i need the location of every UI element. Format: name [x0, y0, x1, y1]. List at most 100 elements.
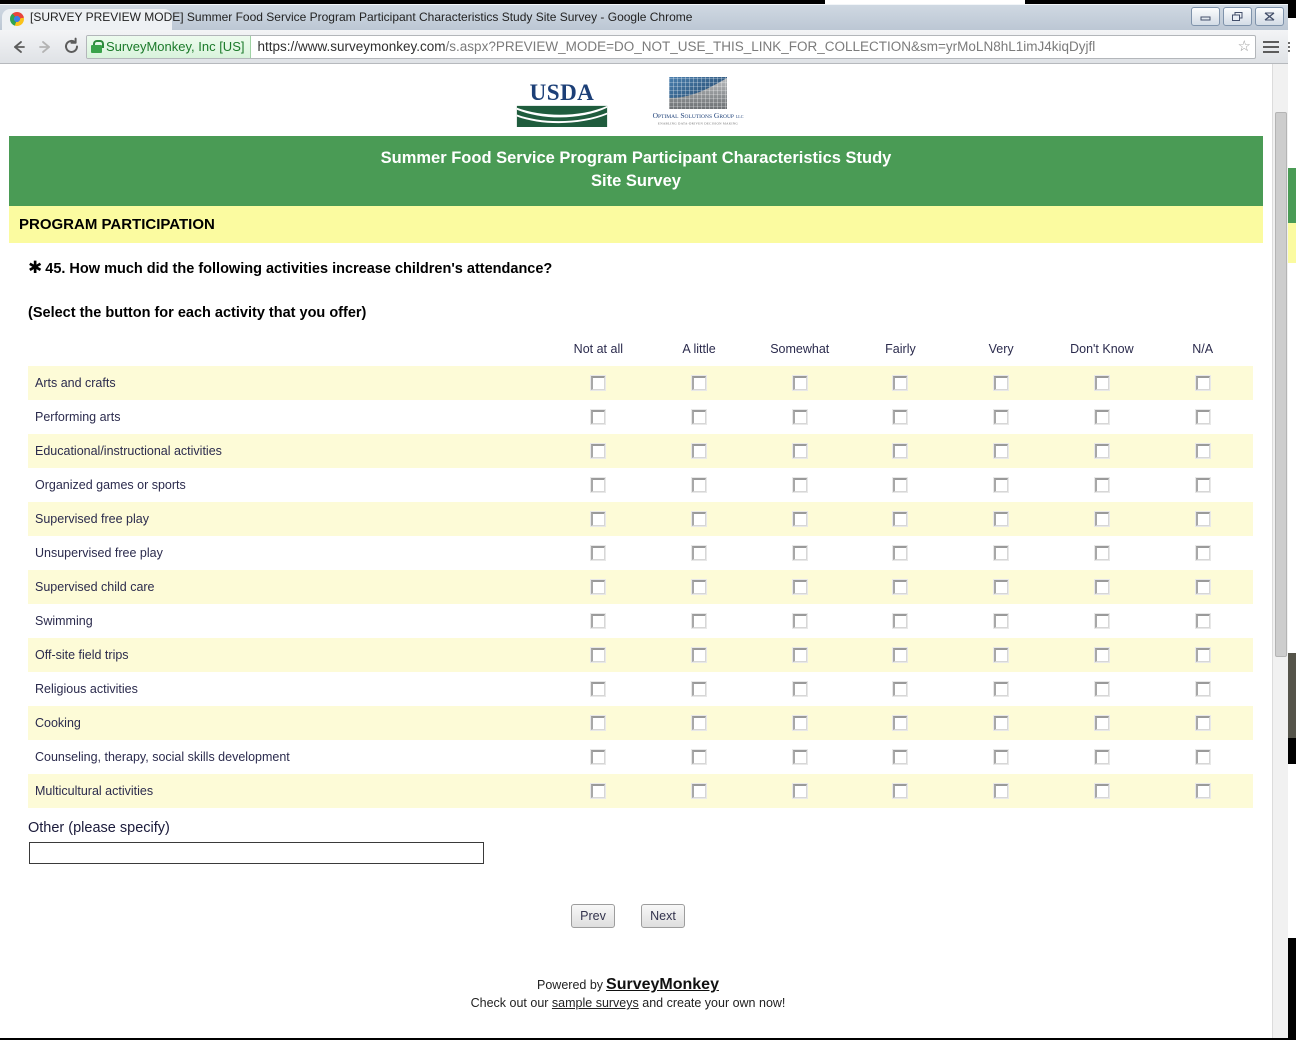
matrix-cell[interactable] — [1152, 774, 1253, 808]
address-bar[interactable]: SurveyMonkey, Inc [US] https://www.surve… — [86, 34, 1256, 59]
matrix-cell[interactable] — [548, 774, 649, 808]
matrix-checkbox[interactable] — [1094, 750, 1109, 765]
matrix-cell[interactable] — [648, 672, 750, 706]
matrix-cell[interactable] — [950, 604, 1052, 638]
matrix-checkbox[interactable] — [591, 716, 606, 731]
matrix-cell[interactable] — [648, 638, 750, 672]
matrix-checkbox[interactable] — [994, 716, 1009, 731]
prev-button[interactable]: Prev — [571, 904, 615, 928]
matrix-checkbox[interactable] — [591, 682, 606, 697]
matrix-cell[interactable] — [548, 434, 649, 468]
forward-arrow-icon[interactable] — [32, 34, 58, 60]
matrix-checkbox[interactable] — [692, 614, 707, 629]
star-icon[interactable]: ☆ — [1237, 37, 1251, 55]
matrix-cell[interactable] — [850, 434, 951, 468]
matrix-cell[interactable] — [1152, 366, 1253, 400]
matrix-checkbox[interactable] — [591, 512, 606, 527]
matrix-checkbox[interactable] — [692, 580, 707, 595]
matrix-cell[interactable] — [548, 366, 649, 400]
matrix-checkbox[interactable] — [893, 478, 908, 493]
matrix-cell[interactable] — [648, 706, 750, 740]
matrix-checkbox[interactable] — [692, 682, 707, 697]
matrix-cell[interactable] — [648, 434, 750, 468]
matrix-checkbox[interactable] — [692, 648, 707, 663]
matrix-cell[interactable] — [950, 400, 1052, 434]
matrix-checkbox[interactable] — [692, 478, 707, 493]
matrix-cell[interactable] — [850, 400, 951, 434]
ev-certificate-badge[interactable]: SurveyMonkey, Inc [US] — [87, 35, 252, 58]
matrix-checkbox[interactable] — [1195, 512, 1210, 527]
matrix-checkbox[interactable] — [1094, 376, 1109, 391]
matrix-cell[interactable] — [1051, 536, 1153, 570]
matrix-checkbox[interactable] — [692, 410, 707, 425]
matrix-checkbox[interactable] — [591, 784, 606, 799]
matrix-checkbox[interactable] — [591, 444, 606, 459]
matrix-cell[interactable] — [548, 672, 649, 706]
matrix-cell[interactable] — [548, 536, 649, 570]
matrix-checkbox[interactable] — [1094, 410, 1109, 425]
matrix-cell[interactable] — [850, 706, 951, 740]
matrix-checkbox[interactable] — [893, 546, 908, 561]
matrix-cell[interactable] — [1152, 638, 1253, 672]
matrix-checkbox[interactable] — [591, 580, 606, 595]
matrix-cell[interactable] — [648, 400, 750, 434]
matrix-checkbox[interactable] — [792, 750, 807, 765]
url-text[interactable]: https://www.surveymonkey.com/s.aspx?PREV… — [251, 39, 1095, 54]
matrix-checkbox[interactable] — [994, 444, 1009, 459]
matrix-checkbox[interactable] — [692, 716, 707, 731]
matrix-cell[interactable] — [749, 774, 851, 808]
matrix-cell[interactable] — [749, 638, 851, 672]
matrix-checkbox[interactable] — [1094, 682, 1109, 697]
matrix-checkbox[interactable] — [994, 376, 1009, 391]
matrix-checkbox[interactable] — [1094, 444, 1109, 459]
matrix-cell[interactable] — [648, 502, 750, 536]
matrix-checkbox[interactable] — [792, 512, 807, 527]
matrix-checkbox[interactable] — [1195, 444, 1210, 459]
matrix-cell[interactable] — [548, 570, 649, 604]
matrix-checkbox[interactable] — [591, 614, 606, 629]
matrix-checkbox[interactable] — [1195, 784, 1210, 799]
matrix-cell[interactable] — [749, 604, 851, 638]
matrix-checkbox[interactable] — [792, 682, 807, 697]
matrix-cell[interactable] — [850, 536, 951, 570]
matrix-cell[interactable] — [950, 366, 1052, 400]
matrix-checkbox[interactable] — [591, 376, 606, 391]
matrix-checkbox[interactable] — [692, 784, 707, 799]
matrix-checkbox[interactable] — [1094, 512, 1109, 527]
matrix-checkbox[interactable] — [792, 614, 807, 629]
matrix-checkbox[interactable] — [591, 478, 606, 493]
matrix-cell[interactable] — [950, 570, 1052, 604]
matrix-checkbox[interactable] — [1195, 410, 1210, 425]
matrix-cell[interactable] — [950, 434, 1052, 468]
matrix-checkbox[interactable] — [893, 682, 908, 697]
matrix-cell[interactable] — [548, 638, 649, 672]
matrix-checkbox[interactable] — [1094, 716, 1109, 731]
matrix-cell[interactable] — [648, 604, 750, 638]
matrix-cell[interactable] — [1152, 672, 1253, 706]
matrix-checkbox[interactable] — [591, 546, 606, 561]
matrix-checkbox[interactable] — [792, 580, 807, 595]
matrix-checkbox[interactable] — [1094, 614, 1109, 629]
matrix-checkbox[interactable] — [893, 410, 908, 425]
matrix-cell[interactable] — [1051, 740, 1153, 774]
surveymonkey-brand-link[interactable]: SurveyMonkey — [606, 976, 719, 993]
matrix-checkbox[interactable] — [1195, 750, 1210, 765]
matrix-cell[interactable] — [749, 570, 851, 604]
matrix-checkbox[interactable] — [692, 546, 707, 561]
matrix-checkbox[interactable] — [994, 580, 1009, 595]
sample-surveys-link[interactable]: sample surveys — [551, 996, 639, 1010]
matrix-cell[interactable] — [850, 570, 951, 604]
matrix-cell[interactable] — [749, 740, 851, 774]
matrix-checkbox[interactable] — [591, 410, 606, 425]
matrix-checkbox[interactable] — [893, 716, 908, 731]
matrix-checkbox[interactable] — [893, 784, 908, 799]
matrix-cell[interactable] — [950, 468, 1052, 502]
matrix-cell[interactable] — [850, 672, 951, 706]
matrix-cell[interactable] — [850, 638, 951, 672]
matrix-checkbox[interactable] — [1195, 478, 1210, 493]
matrix-checkbox[interactable] — [994, 478, 1009, 493]
matrix-cell[interactable] — [1051, 570, 1153, 604]
matrix-cell[interactable] — [1152, 570, 1253, 604]
matrix-cell[interactable] — [1051, 706, 1153, 740]
matrix-checkbox[interactable] — [692, 444, 707, 459]
